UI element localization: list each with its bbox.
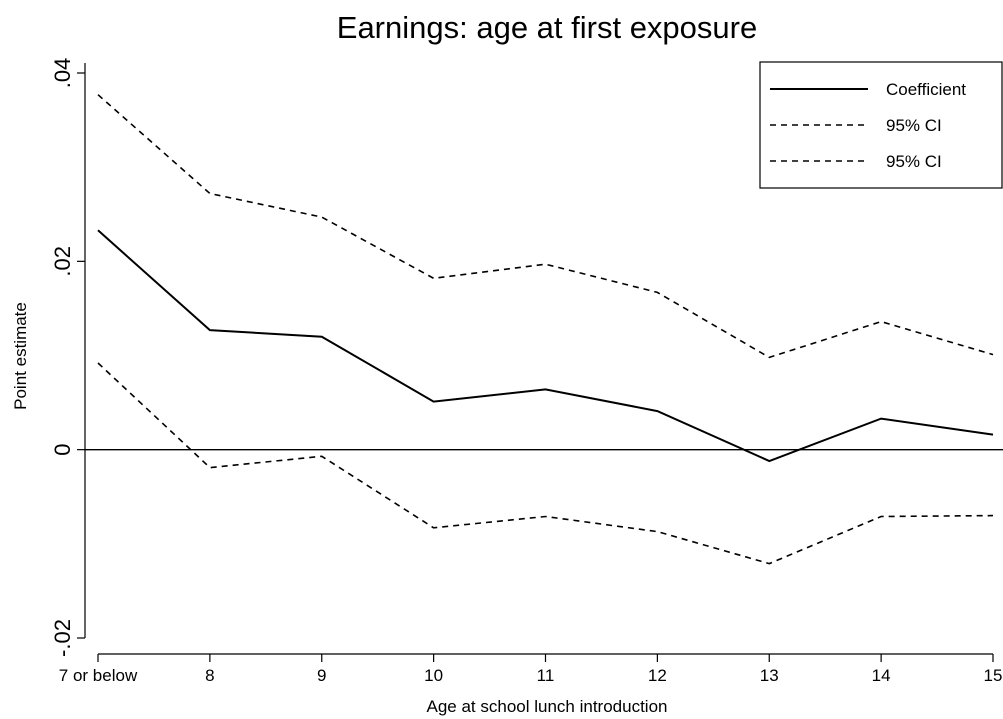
x-axis-title: Age at school lunch introduction xyxy=(427,697,668,716)
legend-label: 95% CI xyxy=(886,152,942,171)
chart-title: Earnings: age at first exposure xyxy=(337,10,757,45)
y-tick-label: 0 xyxy=(50,444,75,456)
legend: Coefficient 95% CI 95% CI xyxy=(759,61,1003,189)
legend-label: Coefficient xyxy=(886,80,966,99)
x-tick-label: 10 xyxy=(424,666,443,685)
x-tick-label: 14 xyxy=(872,666,891,685)
x-tick-label: 12 xyxy=(648,666,667,685)
legend-box xyxy=(759,61,1003,189)
x-tick-label: 15 xyxy=(984,666,1003,685)
y-tick-label: -.02 xyxy=(50,619,75,657)
y-tick-label: .02 xyxy=(50,246,75,277)
y-axis-title: Point estimate xyxy=(11,302,30,410)
ci-upper-line xyxy=(97,94,994,359)
x-tick-label: 13 xyxy=(760,666,779,685)
plot-area: -.02 0 .02 .04 7 or below 8 9 10 11 12 13 14 15 xyxy=(50,58,1003,685)
x-tick-label: 8 xyxy=(205,666,214,685)
x-tick-label: 9 xyxy=(317,666,326,685)
ci-lower-line xyxy=(97,362,994,565)
legend-label: 95% CI xyxy=(886,116,942,135)
coefficient-line xyxy=(97,229,994,463)
x-tick-label: 7 or below xyxy=(59,666,138,685)
y-tick-label: .04 xyxy=(50,58,75,89)
x-tick-label: 11 xyxy=(537,666,555,685)
